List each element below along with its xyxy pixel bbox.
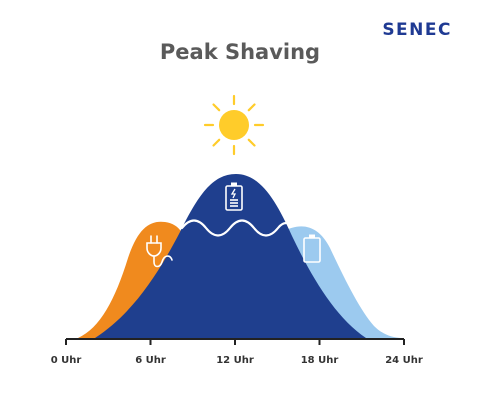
sun-ray <box>247 138 256 147</box>
sun-ray <box>212 103 221 112</box>
battery-icon <box>303 234 321 263</box>
sun-icon <box>203 94 265 156</box>
axis-tick-label: 0 Uhr <box>51 355 82 366</box>
brand-logo: SENEC <box>382 20 452 40</box>
wave-line <box>180 219 292 237</box>
axis-tick-label: 12 Uhr <box>216 355 254 366</box>
axis-tick-label: 24 Uhr <box>385 355 423 366</box>
page-title: Peak Shaving <box>159 40 321 64</box>
axis-tick-label: 18 Uhr <box>301 355 339 366</box>
sun-ray <box>212 138 221 147</box>
solar-production-area <box>95 174 366 338</box>
plug-icon <box>146 235 173 268</box>
sun-ray <box>247 103 256 112</box>
x-axis: 0 Uhr 6 Uhr 12 Uhr 18 Uhr 24 Uhr <box>51 338 423 366</box>
battery-charging-icon <box>225 182 243 211</box>
axis-tick-label: 6 Uhr <box>135 355 166 366</box>
